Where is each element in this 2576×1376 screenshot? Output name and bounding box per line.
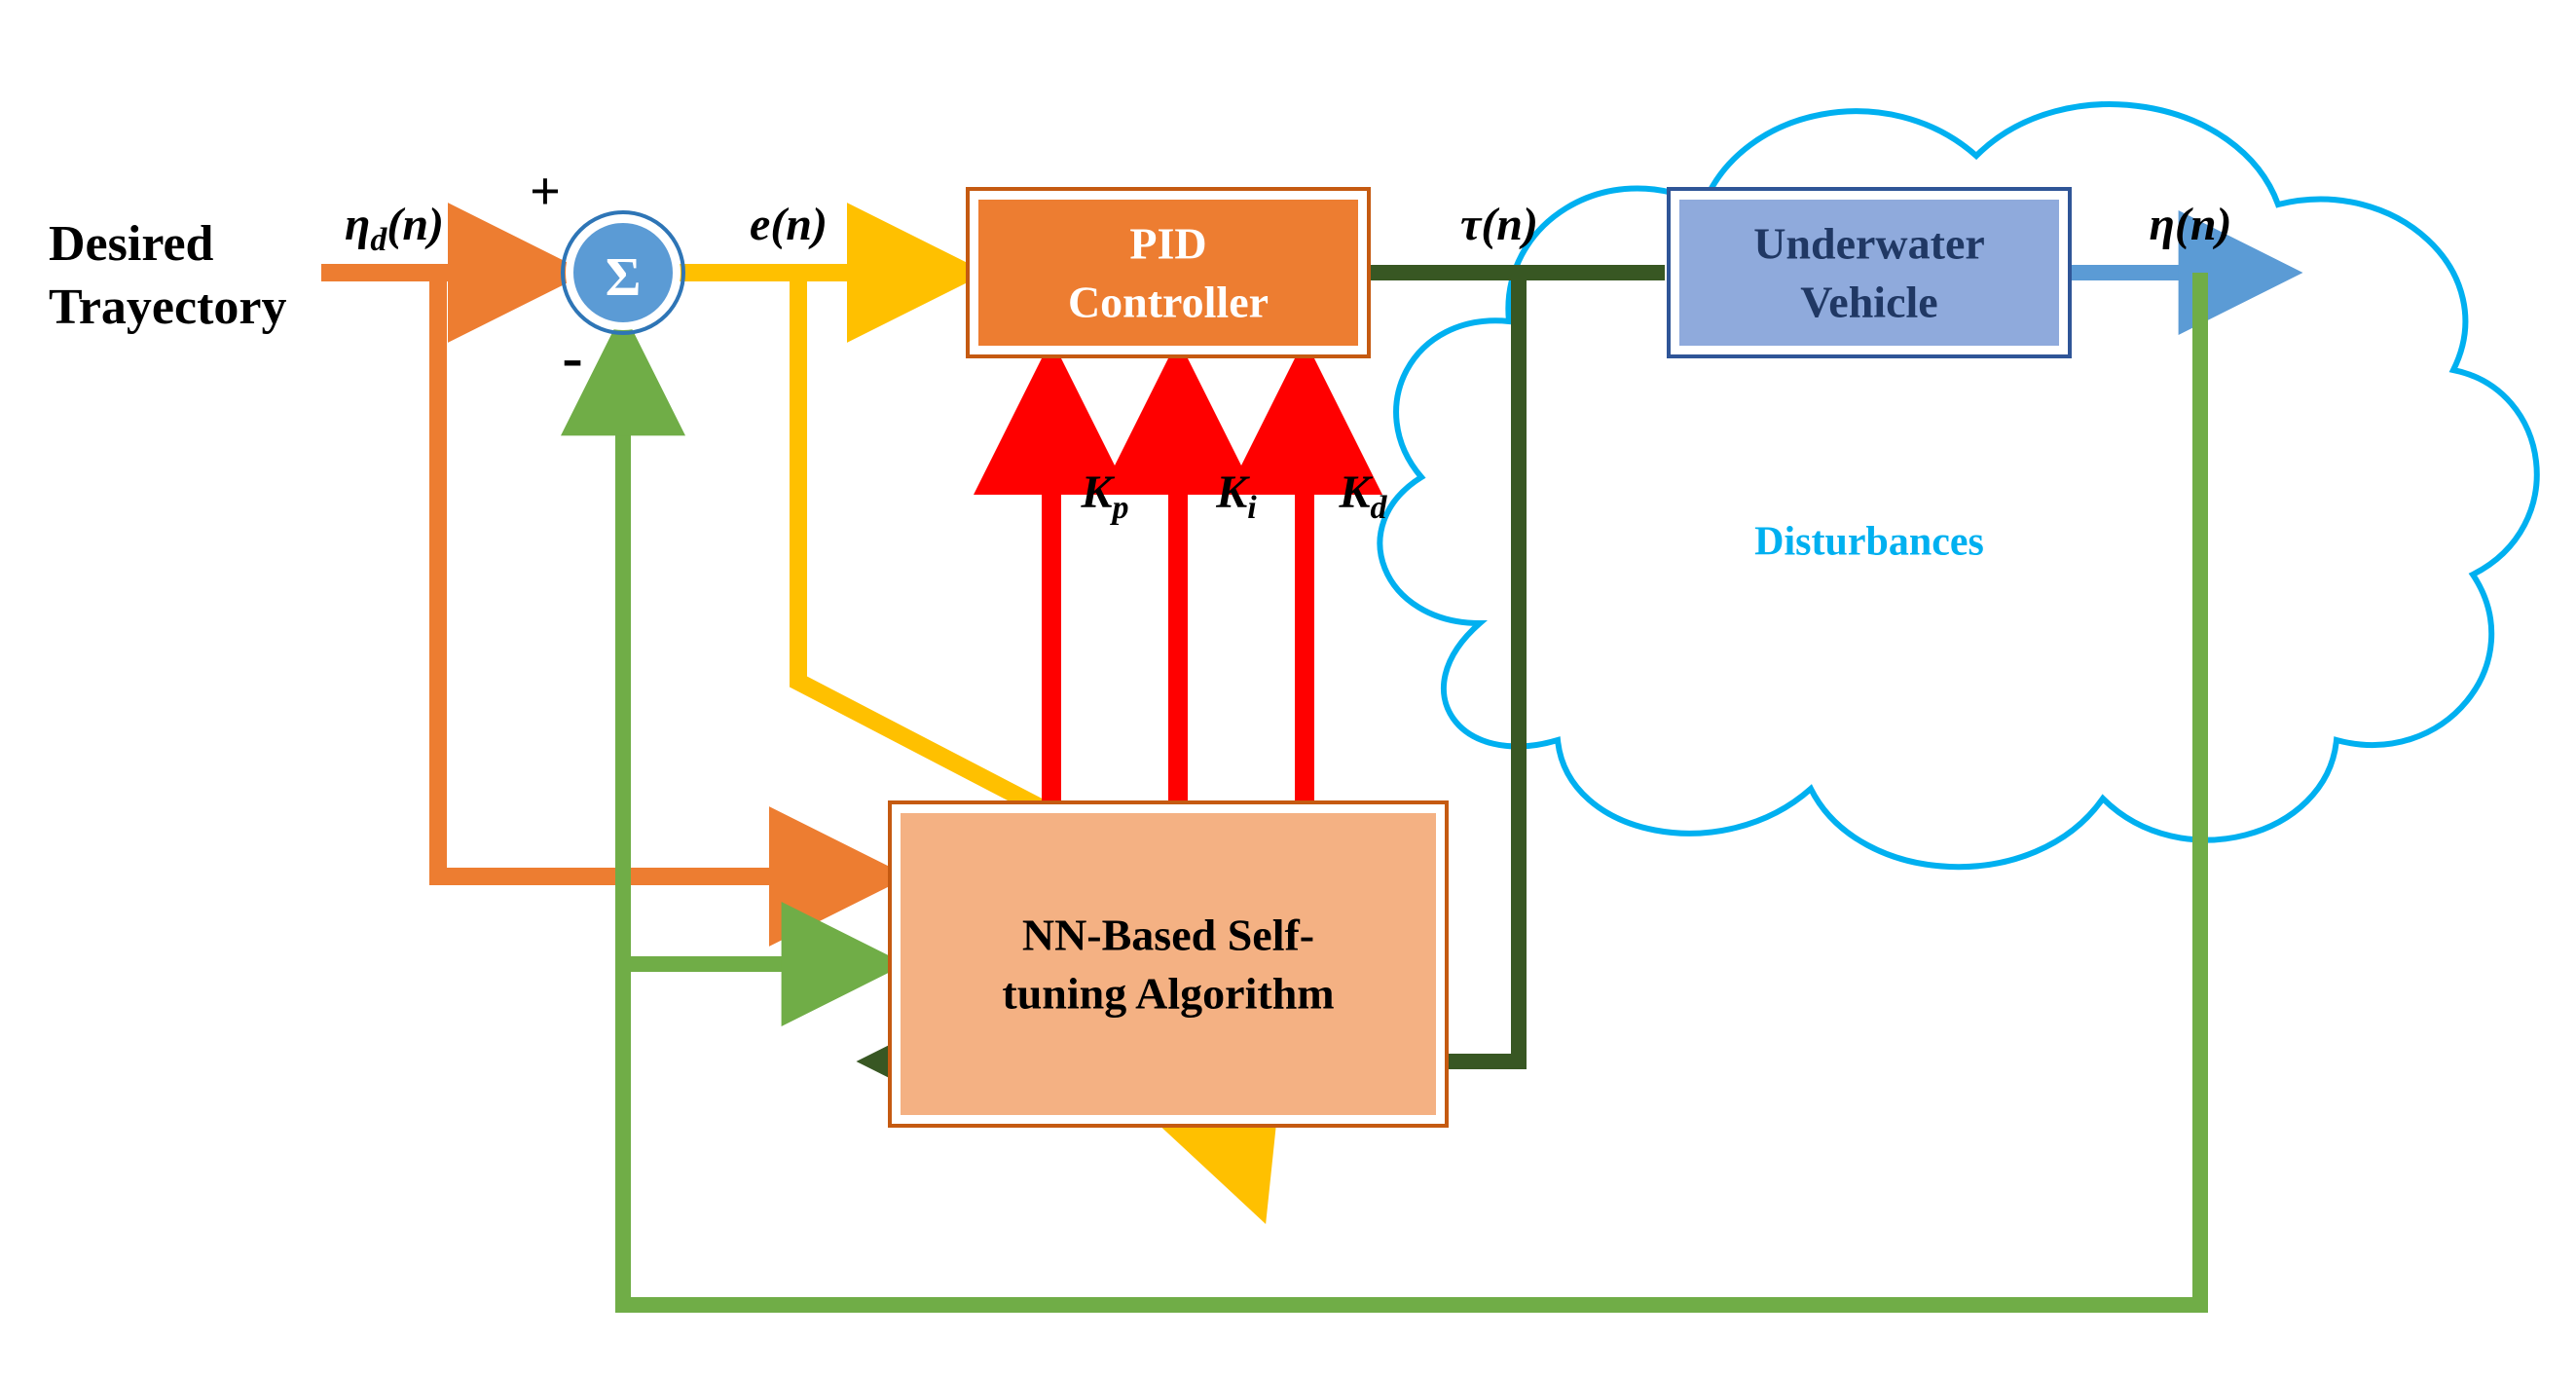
svg-text:τ(n): τ(n): [1460, 199, 1538, 250]
svg-text:Ki: Ki: [1215, 466, 1257, 526]
uv-label-2: Vehicle: [1800, 278, 1937, 327]
underwater-vehicle-block: Underwater Vehicle: [1669, 189, 2070, 356]
label-ki: Ki: [1215, 466, 1257, 526]
nn-label-1: NN-Based Self-: [1022, 911, 1314, 960]
arrow-feedback-eta: [623, 273, 2200, 1305]
label-eta: η(n): [2149, 199, 2231, 250]
disturbances-label: Disturbances: [1754, 520, 1984, 565]
pid-label-2: Controller: [1068, 278, 1269, 327]
sum-junction: Σ: [563, 212, 683, 333]
label-eta-d: ηd(n): [345, 199, 444, 258]
desired-trajectory-label: Desired Trayectory: [49, 216, 286, 335]
sigma-symbol: Σ: [606, 247, 642, 308]
svg-text:ηd(n): ηd(n): [345, 199, 444, 258]
uv-label-1: Underwater: [1753, 219, 1985, 269]
label-e: e(n): [750, 199, 828, 250]
pid-controller-block: PID Controller: [968, 189, 1369, 356]
nn-block: NN-Based Self- tuning Algorithm: [890, 802, 1447, 1126]
pid-label-1: PID: [1129, 219, 1206, 269]
svg-text:e(n): e(n): [750, 199, 828, 250]
plus-sign: +: [530, 162, 561, 222]
desired-2: Trayectory: [49, 279, 286, 335]
label-kd: Kd: [1338, 466, 1387, 526]
svg-text:Kp: Kp: [1080, 466, 1128, 526]
nn-label-2: tuning Algorithm: [1002, 969, 1334, 1019]
svg-text:Kd: Kd: [1338, 466, 1387, 526]
label-tau: τ(n): [1460, 199, 1538, 250]
svg-text:η(n): η(n): [2149, 199, 2231, 250]
minus-sign: -: [562, 322, 582, 391]
label-kp: Kp: [1080, 466, 1128, 526]
desired-1: Desired: [49, 216, 214, 272]
